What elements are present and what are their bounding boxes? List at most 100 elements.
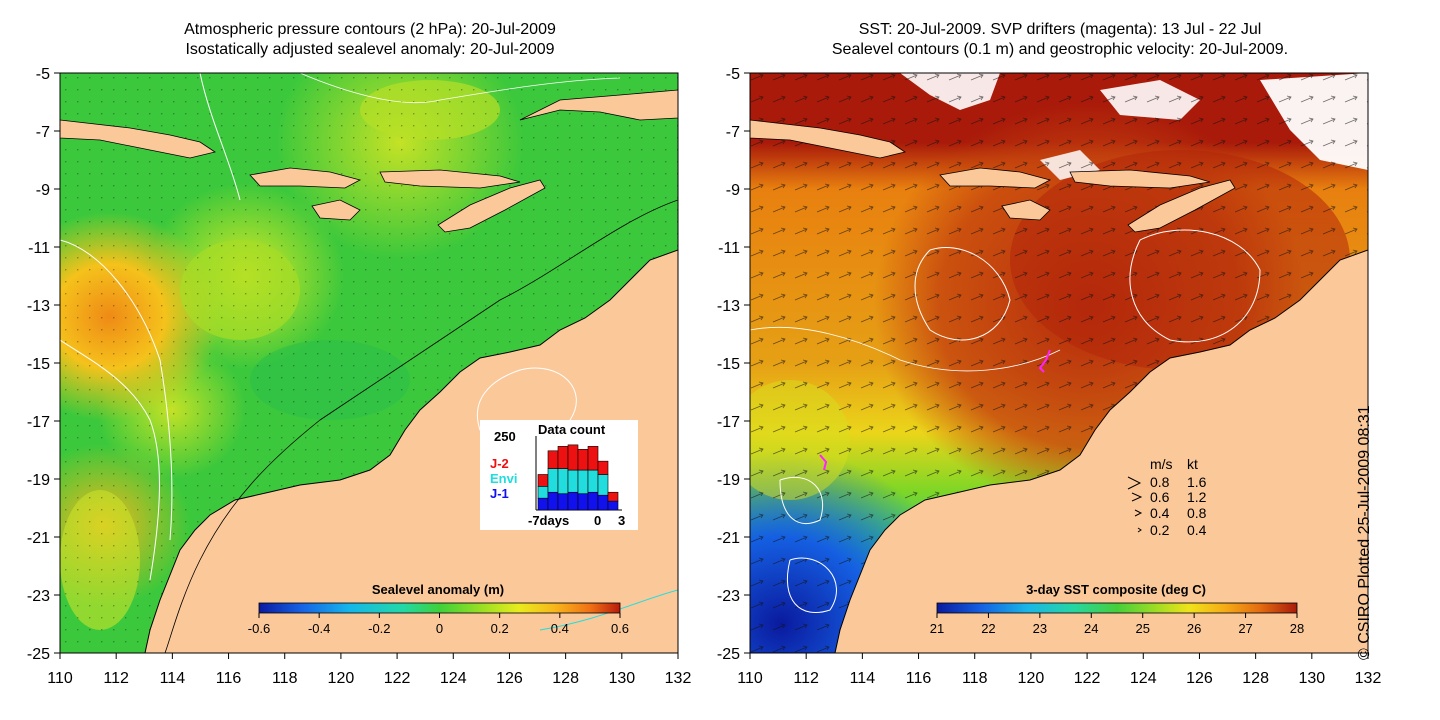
sst-colorbar-title: 3-day SST composite (deg C) (1026, 582, 1206, 597)
sst-lat-label: -13 (717, 298, 740, 315)
sla-lat-label: -23 (27, 588, 50, 605)
sla-colorbar-tick: 0.2 (491, 621, 509, 636)
flores-island (379, 169, 521, 189)
sst-colorbar-tick: 23 (1033, 621, 1047, 636)
inset-bar-j2 (547, 450, 559, 469)
inset-bar-j2 (557, 446, 569, 469)
inset-x-label-start: -7days (528, 513, 569, 528)
inset-bar-j1 (547, 491, 559, 511)
sla-colorbar-tick: 0.6 (611, 621, 629, 636)
inset-bar-j1 (587, 491, 599, 511)
inset-title: Data count (538, 422, 606, 437)
sst-colorbar-tick: 26 (1187, 621, 1201, 636)
sst-lon-label: 118 (962, 670, 988, 687)
inset-x-label-end: 3 (618, 513, 625, 528)
velocity-legend-kt-3: 0.4 (1187, 522, 1207, 538)
sla-lon-label: 132 (665, 670, 692, 687)
australia-landmass-right (834, 249, 1368, 653)
sst-lon-label: 122 (1074, 670, 1101, 687)
north-islands (519, 89, 678, 121)
sst-lon-label: 124 (1130, 670, 1157, 687)
sla-lon-label: 126 (496, 670, 523, 687)
inset-bar-envi (567, 469, 579, 493)
inset-bar-j1 (557, 493, 569, 511)
sla-lat-label: -21 (27, 530, 50, 547)
sst-lon-label: 120 (1018, 670, 1045, 687)
left-axes: -5 -7 -9 -11 -13 -15 -17 -19 -21 -23 -25 110 112 114 1… (27, 66, 692, 687)
inset-x-label-zero: 0 (594, 513, 601, 528)
copyright-label: © CSIRO Plotted 25-Jul-2009 08:31 (1356, 405, 1373, 660)
sst-map (750, 73, 1368, 653)
sla-colorbar-tick: 0.4 (551, 621, 569, 636)
sla-lon-label: 110 (47, 670, 73, 687)
sst-lon-label: 110 (737, 670, 763, 687)
sla-lat-label: -19 (27, 472, 50, 489)
sst-lon-label: 116 (906, 670, 932, 687)
left-title-line-1: Atmospheric pressure contours (2 hPa): 2… (184, 21, 556, 38)
right-title-line-1: SST: 20-Jul-2009. SVP drifters (magenta)… (858, 21, 1262, 38)
sst-colorbar-tick: 27 (1238, 621, 1252, 636)
sst-lat-label: -5 (726, 66, 740, 83)
velocity-legend-kt-1: 1.2 (1187, 489, 1207, 505)
sla-colorbar: Sealevel anomaly (m) -0.6 -0.4 -0.2 0 0.2 0.4… (248, 582, 629, 636)
sla-colorbar-tick: -0.2 (368, 621, 390, 636)
inset-bar-j1 (597, 494, 609, 511)
arrow-0-2-icon (1137, 527, 1142, 533)
inset-bar-j2 (577, 449, 589, 471)
sla-lon-label: 124 (440, 670, 467, 687)
sst-colorbar-tick: 22 (981, 621, 995, 636)
sla-lat-label: -15 (27, 356, 50, 373)
sst-lat-label: -11 (718, 240, 740, 257)
sla-lat-label: -13 (27, 298, 50, 315)
sst-lat-label: -15 (717, 356, 740, 373)
lombok-sumbawa-island (249, 167, 362, 189)
sst-lat-label: -25 (717, 646, 740, 663)
inset-bar-j1 (537, 497, 549, 511)
sumba-island (311, 199, 361, 221)
inset-bar-j1 (577, 493, 589, 511)
left-title-line-2: Isostatically adjusted sealevel anomaly:… (185, 41, 555, 58)
velocity-legend-ms-header: m/s (1150, 456, 1173, 472)
sst-lon-label: 130 (1298, 670, 1325, 687)
inset-bar-envi (587, 469, 599, 493)
sla-colorbar-tick: -0.4 (308, 621, 330, 636)
sst-colorbar-tick: 25 (1135, 621, 1149, 636)
sla-lat-label: -11 (28, 240, 50, 257)
sst-lat-label: -9 (726, 182, 740, 199)
sla-lon-label: 130 (608, 670, 635, 687)
sla-lon-label: 112 (103, 670, 129, 687)
sst-lat-label: -23 (717, 588, 740, 605)
velocity-legend-kt-2: 0.8 (1187, 505, 1207, 521)
data-count-inset: Data count 250 J-2 Envi J-1 -7days 0 3 (480, 420, 638, 530)
inset-bar-j2 (537, 474, 549, 487)
velocity-legend-ms-1: 0.6 (1150, 489, 1170, 505)
inset-bar-j2 (607, 491, 619, 502)
sst-lon-label: 132 (1355, 670, 1382, 687)
sla-lat-label: -5 (36, 66, 50, 83)
sla-lat-label: -7 (36, 124, 50, 141)
arrow-0-6-icon (1131, 492, 1143, 502)
inset-bar-envi (547, 468, 559, 493)
sst-lon-label: 126 (1186, 670, 1213, 687)
inset-bar-envi (597, 474, 609, 496)
inset-legend-j2: J-2 (490, 456, 509, 471)
sla-lon-label: 116 (216, 670, 242, 687)
sst-lat-label: -7 (726, 124, 740, 141)
inset-y-max-label: 250 (494, 429, 516, 444)
sla-colorbar-tick: 0 (436, 621, 443, 636)
sst-lon-label: 114 (850, 670, 876, 687)
inset-bar-envi (537, 486, 549, 499)
java-bali-island (60, 119, 216, 159)
sst-lat-label: -21 (717, 530, 740, 547)
australia-landmass-left (144, 249, 678, 653)
sla-lon-label: 114 (160, 670, 186, 687)
velocity-legend: m/s kt 0.8 1.6 0.6 1.2 0.4 0.8 0.2 0.4 (1127, 456, 1207, 538)
inset-legend-envi: Envi (490, 471, 517, 486)
velocity-legend-ms-2: 0.4 (1150, 505, 1170, 521)
sst-colorbar-tick: 24 (1084, 621, 1098, 636)
sla-lat-label: -9 (36, 182, 50, 199)
sst-lon-label: 112 (793, 670, 819, 687)
sst-lat-label: -17 (717, 414, 740, 431)
sst-colorbar-tick: 21 (930, 621, 944, 636)
